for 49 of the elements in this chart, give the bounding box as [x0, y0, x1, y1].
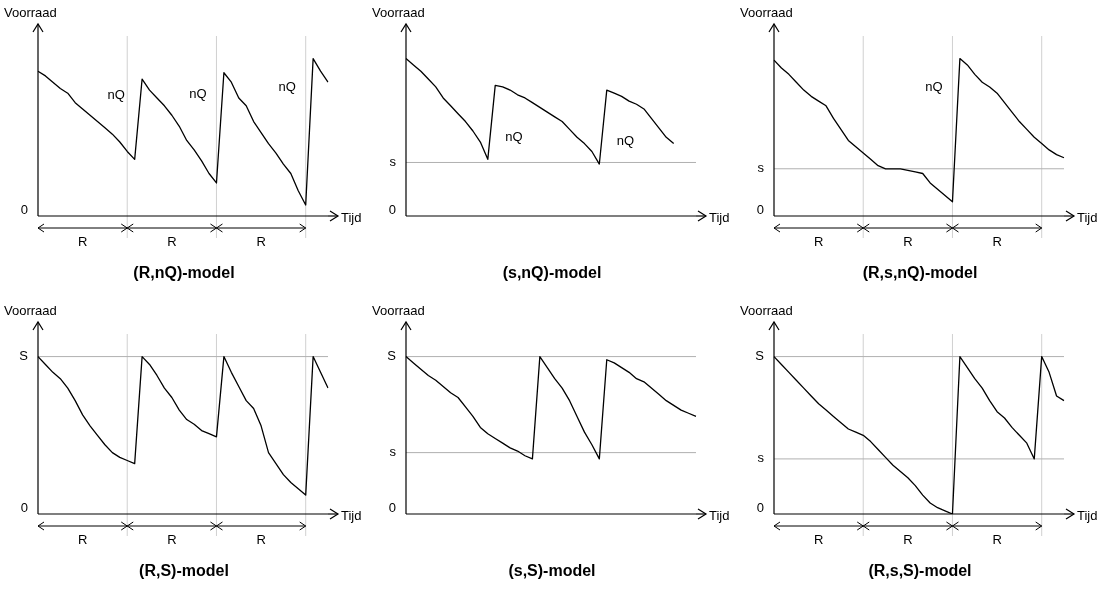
- annotation: nQ: [278, 79, 296, 95]
- text: R: [256, 234, 266, 250]
- y-axis-title: Voorraad: [372, 5, 425, 21]
- ref-line-label: 0: [388, 499, 396, 515]
- annotation: nQ: [925, 78, 943, 94]
- annotation: nQ: [616, 133, 635, 149]
- text: R: [992, 234, 1002, 250]
- ref-line-label: 0: [756, 499, 764, 515]
- annotation: nQ: [505, 128, 523, 144]
- text: R: [77, 234, 88, 250]
- x-axis-title: Tijd: [1077, 507, 1098, 523]
- x-axis-title: Tijd: [341, 507, 362, 523]
- text: (s,S)-model: [507, 562, 597, 580]
- text: R: [813, 532, 824, 548]
- annotation: nQ: [107, 86, 125, 102]
- text: R: [167, 234, 177, 250]
- ref-line-label: S: [387, 348, 397, 364]
- ref-line-label: s: [389, 154, 397, 170]
- text: (R,nQ)-model: [132, 264, 236, 282]
- y-axis-title: Voorraad: [372, 303, 425, 319]
- ref-line-label: s: [757, 450, 765, 466]
- text: (s,nQ)-model: [501, 264, 603, 282]
- text: (R,S)-model: [138, 562, 230, 580]
- annotation: nQ: [189, 86, 207, 102]
- x-axis-title: Tijd: [709, 507, 730, 523]
- ref-line-label: 0: [20, 201, 28, 217]
- ref-line-label: S: [19, 348, 29, 364]
- text: R: [813, 234, 824, 250]
- ref-line-label: 0: [756, 201, 764, 217]
- text: R: [903, 234, 913, 250]
- ref-line-label: S: [755, 348, 765, 364]
- y-axis-title: Voorraad: [740, 5, 793, 21]
- ref-line-label: s: [757, 160, 765, 176]
- text: R: [77, 532, 88, 548]
- x-axis-title: Tijd: [709, 209, 730, 225]
- ref-line-label: s: [389, 444, 397, 460]
- text: R: [992, 532, 1002, 548]
- text: R: [256, 532, 266, 548]
- x-axis-title: Tijd: [1077, 209, 1098, 225]
- y-axis-title: Voorraad: [740, 303, 793, 319]
- x-axis-title: Tijd: [341, 209, 362, 225]
- text: (R,s,nQ)-model: [861, 264, 979, 282]
- ref-line-label: 0: [20, 499, 28, 515]
- y-axis-title: Voorraad: [4, 5, 57, 21]
- ref-line-label: 0: [388, 201, 396, 217]
- y-axis-title: Voorraad: [4, 303, 57, 319]
- text: (R,s,S)-model: [867, 562, 973, 580]
- text: R: [167, 532, 177, 548]
- text: R: [903, 532, 913, 548]
